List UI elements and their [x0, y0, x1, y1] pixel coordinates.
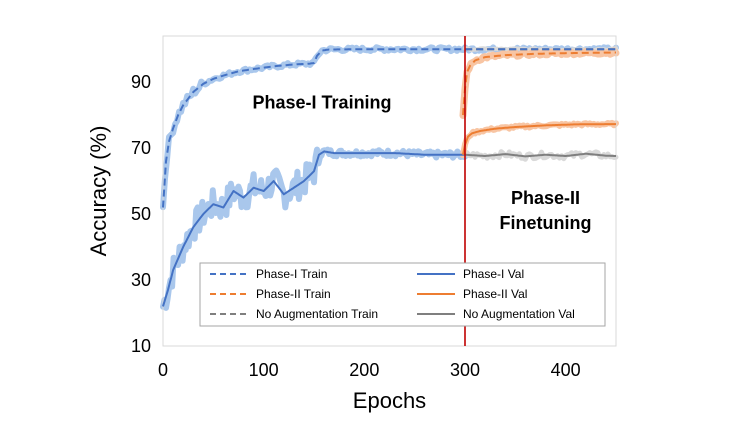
series-lines [162, 36, 616, 346]
y-tick-label: 10 [131, 336, 151, 356]
series-phase-i-val [162, 150, 465, 307]
series-phase-i-train [162, 48, 616, 208]
annotation-label: Phase-I Training [253, 93, 392, 113]
x-tick-label: 400 [551, 360, 581, 380]
legend-entry-label: Phase-II Val [463, 287, 527, 301]
x-tick-label: 0 [158, 360, 168, 380]
band-phase-ii-val [460, 119, 619, 158]
x-tick-label: 100 [249, 360, 279, 380]
series-phase-ii-val [462, 123, 616, 155]
legend-entry-label: Phase-I Val [463, 267, 524, 281]
plot-frame [162, 35, 617, 347]
band-phase-i-val [160, 146, 468, 311]
x-tick-label: 200 [349, 360, 379, 380]
y-tick-label: 90 [131, 72, 151, 92]
x-axis-title: Epochs [353, 388, 426, 413]
series-no-augmentation-val [464, 152, 616, 158]
series-phase-ii-train [462, 51, 616, 116]
legend-entry-label: No Augmentation Train [256, 307, 378, 321]
legend-entry-label: Phase-II Train [256, 287, 331, 301]
y-axis-title: Accuracy (%) [86, 126, 111, 257]
annotation-label: Phase-II [511, 188, 580, 208]
y-tick-label: 70 [131, 138, 151, 158]
y-tick-label: 30 [131, 270, 151, 290]
band-phase-ii-train [459, 47, 620, 119]
legend: Phase-I Train Phase-I Val Phase-II Train Ph… [199, 262, 606, 327]
legend-entry-label: No Augmentation Val [463, 307, 575, 321]
annotations: Phase-I Training Phase-II Finetuning [253, 93, 592, 233]
legend-entry-label: Phase-I Train [256, 267, 327, 281]
y-tick-label: 50 [131, 204, 151, 224]
legend-box [199, 262, 606, 327]
x-tick-label: 300 [450, 360, 480, 380]
annotation-label: Finetuning [500, 213, 592, 233]
axes: 0 100 200 300 400 10 30 50 70 90 Epochs Accuracy (%… [86, 35, 617, 413]
